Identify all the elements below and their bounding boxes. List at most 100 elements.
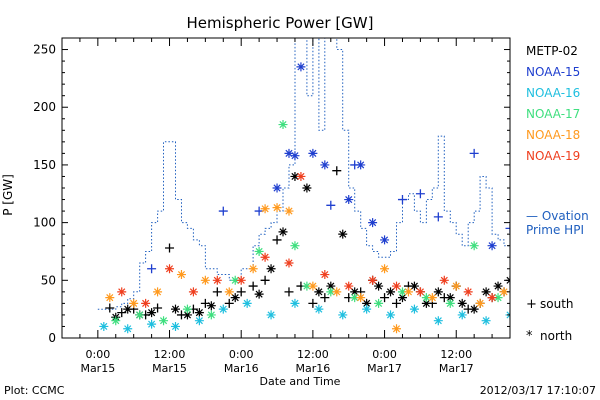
data-point-north [123, 324, 133, 334]
data-point-south [248, 281, 258, 291]
axes-frame: 0501001502002500:00Mar1512:00Mar150:00Ma… [33, 37, 511, 375]
data-point-south [433, 212, 443, 222]
legend-symbol-label-south: south [540, 297, 574, 311]
data-point-north [457, 298, 467, 308]
data-point-north [577, 299, 586, 308]
data-point-north [386, 287, 396, 297]
data-point-north [188, 287, 198, 297]
data-point-north [397, 293, 407, 303]
data-point-north [236, 275, 246, 285]
data-point-north [290, 241, 300, 251]
data-point-north [386, 310, 396, 320]
data-point-south [392, 298, 402, 308]
data-point-south [236, 287, 246, 297]
x-tick-label-time: 12:00 [297, 348, 329, 361]
data-point-south [284, 287, 294, 297]
x-tick-label-time: 0:00 [85, 348, 110, 361]
data-point-north [493, 293, 503, 303]
plot-border [61, 37, 511, 339]
data-point-north [284, 148, 294, 158]
data-point-north [182, 304, 192, 314]
data-point-north [499, 287, 509, 297]
data-point-north [368, 275, 378, 285]
data-point-north [254, 246, 264, 256]
data-point-north [314, 304, 324, 314]
data-point-north [350, 293, 360, 303]
data-point-north [589, 305, 598, 314]
legend-noaa-16: NOAA-16 [526, 86, 580, 100]
data-point-north [308, 148, 318, 158]
legend-layer: METP-02 NOAA-15 NOAA-16 NOAA-17 NOAA-18 NOAA-… [526, 44, 589, 344]
data-point-north [224, 287, 234, 297]
y-tick-label: 50 [41, 273, 56, 287]
data-point-north [356, 293, 366, 303]
data-point-north [194, 316, 204, 326]
data-point-north [290, 298, 300, 308]
data-point-south [320, 293, 330, 303]
data-point-north [511, 287, 520, 296]
data-point-north [439, 275, 449, 285]
legend-noaa-18: NOAA-18 [526, 128, 580, 142]
data-point-north [595, 310, 600, 319]
data-point-north [200, 275, 210, 285]
data-point-north [344, 195, 354, 205]
legend-symbol-south: + [526, 297, 537, 312]
data-point-north [260, 252, 270, 262]
data-point-north [463, 287, 473, 297]
legend-symbol-label-north: north [540, 329, 572, 343]
data-point-north [248, 264, 258, 274]
plot-layer [97, 38, 600, 334]
data-point-south [218, 206, 228, 216]
series-noaa-18-north [105, 203, 600, 334]
data-point-north [272, 183, 282, 193]
y-tick-label: 150 [33, 158, 56, 172]
data-point-south [415, 189, 425, 199]
data-point-north [529, 287, 538, 296]
data-point-north [559, 247, 568, 256]
data-point-north [338, 229, 348, 239]
data-point-north [392, 324, 402, 334]
data-point-north [344, 281, 354, 291]
data-point-north [117, 287, 127, 297]
data-point-north [481, 287, 491, 297]
legend-ovation-line-2: Prime HPI [526, 223, 584, 237]
data-point-north [457, 310, 467, 320]
data-point-north [517, 282, 526, 291]
data-point-north [409, 304, 419, 314]
data-point-south [165, 243, 175, 253]
data-point-north [415, 287, 425, 297]
data-point-north [123, 304, 133, 314]
label-layer: Hemispheric Power [GW] Date and Time P [… [1, 14, 596, 397]
data-point-north [338, 310, 348, 320]
data-point-south [523, 287, 532, 296]
data-point-north [206, 310, 216, 320]
data-point-south [380, 293, 390, 303]
data-point-north [242, 298, 252, 308]
legend-noaa-17: NOAA-17 [526, 107, 580, 121]
data-point-north [451, 281, 461, 291]
data-point-north [153, 287, 163, 297]
data-point-north [475, 298, 485, 308]
data-point-south [224, 298, 234, 308]
legend-noaa-19: NOAA-19 [526, 149, 580, 163]
data-point-south [559, 282, 568, 291]
data-point-south [326, 200, 336, 210]
plot-credit: Plot: CCMC [4, 384, 65, 397]
x-tick-label-date: Mar15 [80, 362, 115, 375]
data-point-north [469, 241, 479, 251]
data-point-north [266, 310, 276, 320]
data-point-north [380, 264, 390, 274]
series-metp-02-south [105, 166, 568, 320]
data-point-north [583, 293, 592, 302]
y-tick-label: 0 [48, 331, 56, 345]
data-point-north [284, 258, 294, 268]
data-point-north [529, 316, 538, 325]
data-point-north [230, 275, 240, 285]
data-point-north [368, 218, 378, 228]
data-point-north [296, 171, 306, 181]
data-point-north [541, 276, 550, 285]
data-point-south [272, 235, 282, 245]
data-point-north [159, 316, 169, 326]
legend-noaa-15: NOAA-15 [526, 65, 580, 79]
x-tick-label-date: Mar16 [295, 362, 330, 375]
